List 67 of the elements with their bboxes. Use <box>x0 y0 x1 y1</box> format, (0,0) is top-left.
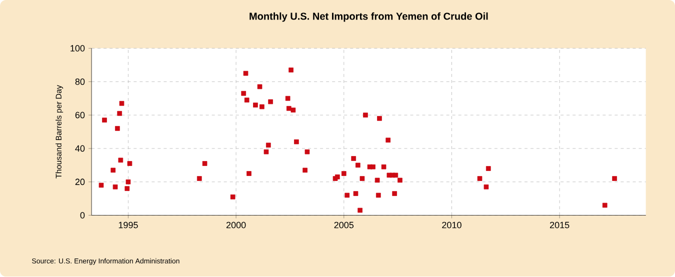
y-tick-label: 40 <box>75 145 85 152</box>
point <box>257 84 262 90</box>
x-tick-label: 2010 <box>442 222 462 228</box>
point <box>374 178 380 183</box>
point <box>246 171 252 176</box>
point <box>398 178 402 183</box>
point <box>102 118 107 123</box>
point <box>268 99 273 104</box>
x-tick-label: 2015 <box>550 222 570 228</box>
point <box>118 158 124 163</box>
point <box>119 101 124 106</box>
point <box>484 184 489 190</box>
point <box>112 184 118 190</box>
point <box>486 166 491 172</box>
point <box>612 176 617 182</box>
x-tick-label: 2005 <box>334 222 354 228</box>
point <box>266 142 271 148</box>
point <box>290 108 296 113</box>
point <box>285 96 290 101</box>
point <box>202 161 208 166</box>
point <box>477 176 482 182</box>
point <box>110 168 116 173</box>
point <box>351 156 356 162</box>
point <box>241 91 246 96</box>
point <box>353 191 358 196</box>
point <box>288 68 294 73</box>
point <box>253 102 258 108</box>
point <box>126 180 131 184</box>
point <box>124 186 130 192</box>
chart-title: Monthly U.S. Net Imports from Yemen of Crude Oil <box>250 12 488 22</box>
point <box>363 112 368 118</box>
point <box>341 171 346 176</box>
point <box>335 174 340 180</box>
point <box>344 192 350 198</box>
point <box>117 111 122 116</box>
point <box>304 150 310 154</box>
y-tick-label: 80 <box>75 78 85 86</box>
point <box>264 150 269 154</box>
point <box>393 172 398 178</box>
x-tick-label: 2000 <box>226 222 246 228</box>
point <box>392 191 397 196</box>
point <box>376 192 381 198</box>
point <box>230 194 236 200</box>
point <box>127 161 132 166</box>
point <box>377 116 382 122</box>
point <box>244 98 250 103</box>
point <box>98 182 104 188</box>
point <box>243 71 248 76</box>
point <box>356 162 360 168</box>
point <box>260 104 264 110</box>
point <box>294 140 299 144</box>
y-axis-title: Thousand Barrels per Day <box>56 85 64 179</box>
point <box>196 176 202 182</box>
point <box>115 126 120 132</box>
point <box>386 138 391 143</box>
y-tick-label: 0 <box>80 212 85 219</box>
point <box>381 164 386 170</box>
y-tick-label: 20 <box>75 178 85 186</box>
point <box>358 208 362 213</box>
x-tick-label: 1995 <box>118 222 138 228</box>
point <box>602 203 608 208</box>
y-tick-label: 100 <box>70 45 85 52</box>
point <box>360 176 365 182</box>
y-tick-label: 60 <box>75 112 85 118</box>
point <box>286 106 292 111</box>
point <box>302 168 308 173</box>
point <box>370 164 376 170</box>
